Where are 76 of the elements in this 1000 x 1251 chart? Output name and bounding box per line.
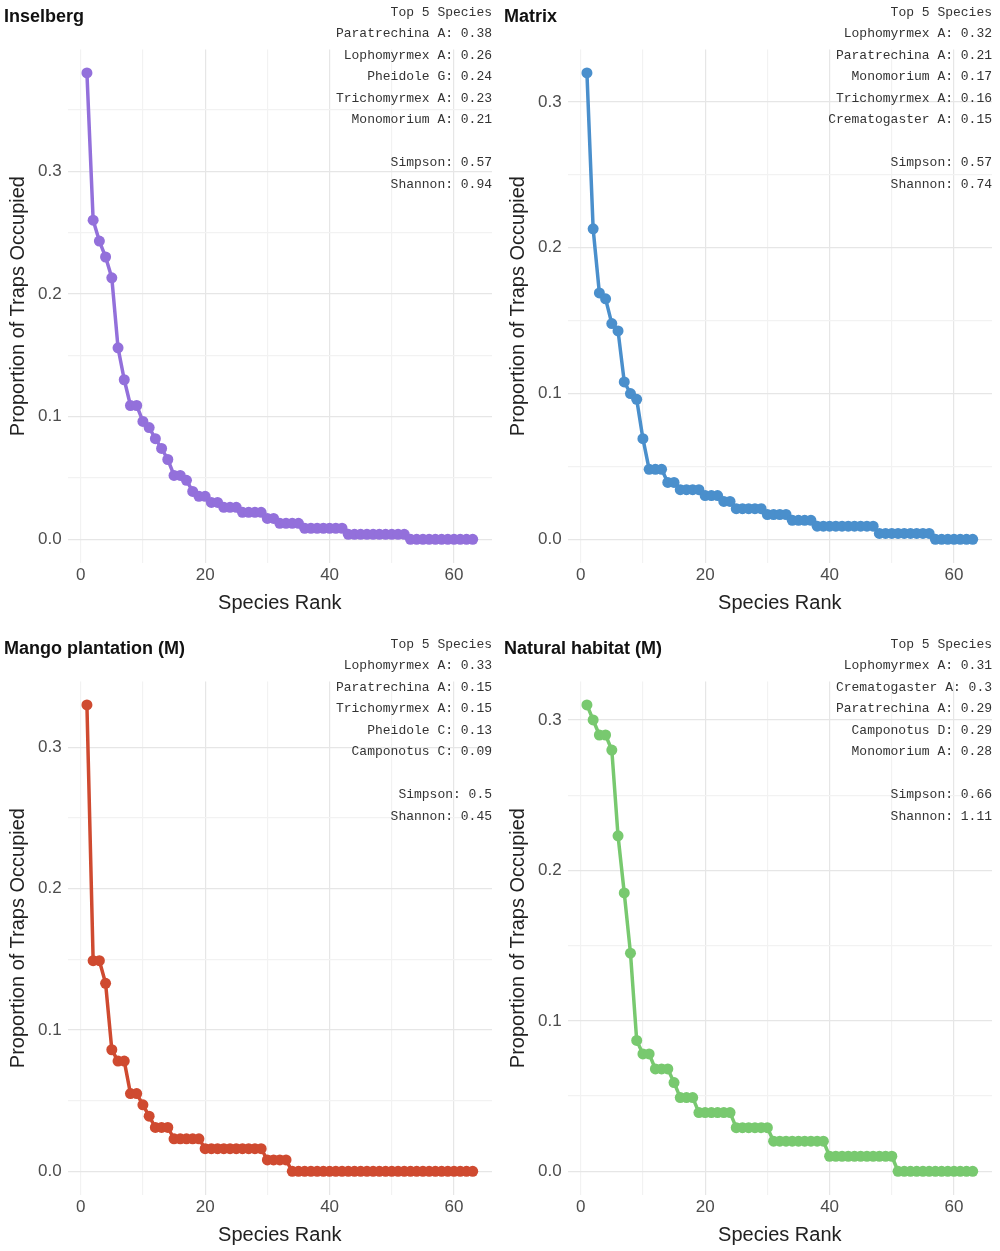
annotation: Pheidole C: 0.13 bbox=[367, 722, 492, 738]
x-tick-label: 40 bbox=[820, 1197, 840, 1217]
x-tick-label: 60 bbox=[444, 565, 464, 585]
annotation: Camponotus D: 0.29 bbox=[851, 722, 992, 738]
x-tick-label: 40 bbox=[320, 565, 340, 585]
y-tick-label: 0.1 bbox=[37, 406, 62, 426]
y-axis-title: Proportion of Traps Occupied bbox=[505, 808, 528, 1069]
annotation: Shannon: 0.94 bbox=[390, 176, 493, 192]
x-tick-label: 0 bbox=[575, 1197, 586, 1217]
annotation: Pheidole G: 0.24 bbox=[367, 69, 493, 85]
x-axis-title: Species Rank bbox=[218, 1222, 343, 1245]
y-tick-label: 0.2 bbox=[537, 237, 562, 257]
annotation: Monomorium A: 0.17 bbox=[851, 69, 992, 85]
annotation: Trichomyrmex A: 0.23 bbox=[335, 90, 492, 106]
y-tick-label: 0.2 bbox=[37, 283, 62, 303]
chart-title: Natural habitat (M) bbox=[504, 637, 663, 658]
annotation: Simpson: 0.66 bbox=[890, 787, 992, 803]
x-tick-label: 20 bbox=[195, 1197, 215, 1217]
annotation: Shannon: 0.74 bbox=[890, 176, 993, 192]
x-tick-label: 20 bbox=[695, 1197, 715, 1217]
y-axis-title: Proportion of Traps Occupied bbox=[5, 808, 28, 1069]
x-tick-label: 40 bbox=[320, 1197, 340, 1217]
y-tick-label: 0.1 bbox=[37, 1019, 62, 1039]
y-tick-label: 0.2 bbox=[537, 860, 562, 880]
y-tick-label: 0.3 bbox=[37, 737, 62, 756]
annotation: Shannon: 1.11 bbox=[890, 808, 993, 824]
y-tick-label: 0.1 bbox=[537, 383, 562, 403]
y-tick-label: 0.2 bbox=[37, 878, 62, 898]
text: Lophomyrmex A: 0.31 bbox=[843, 658, 993, 674]
y-tick-label: 0.0 bbox=[537, 528, 562, 548]
annotation: Camponotus C: 0.09 bbox=[351, 744, 492, 760]
text: Lophomyrmex A: 0.32 bbox=[843, 26, 992, 42]
chart-title: Mango plantation (M) bbox=[4, 637, 185, 658]
annotation: Trichomyrmex A: 0.16 bbox=[835, 90, 992, 106]
annotation: Simpson: 0.57 bbox=[390, 155, 492, 171]
y-tick-label: 0.3 bbox=[537, 91, 562, 111]
x-axis-title: Species Rank bbox=[718, 1222, 843, 1245]
y-tick-label: 0.3 bbox=[537, 709, 562, 729]
annotation: Simpson: 0.5 bbox=[398, 787, 492, 803]
chart-title: Matrix bbox=[504, 5, 558, 26]
x-tick-label: 20 bbox=[195, 565, 215, 585]
x-axis-title: Species Rank bbox=[218, 590, 343, 613]
annotation: Crematogaster A: 0.3 bbox=[835, 679, 992, 695]
x-tick-label: 20 bbox=[695, 565, 715, 585]
text: Top 5 Species bbox=[390, 4, 492, 20]
annotation: Paratrechina A: 0.21 bbox=[835, 47, 993, 63]
annotation: Simpson: 0.57 bbox=[890, 155, 992, 171]
annotation: Lophomyrmex A: 0.26 bbox=[343, 47, 492, 63]
y-axis-title: Proportion of Traps Occupied bbox=[505, 176, 528, 437]
annotation: Monomorium A: 0.28 bbox=[851, 744, 992, 760]
x-tick-label: 60 bbox=[444, 1197, 464, 1217]
text: Top 5 Species bbox=[890, 636, 992, 652]
y-tick-label: 0.3 bbox=[37, 160, 62, 180]
annotation: Shannon: 0.45 bbox=[390, 808, 492, 824]
annotation: Paratrechina A: 0.15 bbox=[335, 679, 492, 695]
annotation: Crematogaster A: 0.15 bbox=[828, 112, 992, 128]
text: Top 5 Species bbox=[890, 4, 992, 20]
annotation: Monomorium A: 0.21 bbox=[351, 112, 493, 128]
annotation: Trichomyrmex A: 0.15 bbox=[335, 701, 492, 717]
x-tick-label: 0 bbox=[75, 565, 86, 585]
x-tick-label: 60 bbox=[944, 1197, 964, 1217]
text: Lophomyrmex A: 0.33 bbox=[343, 658, 492, 674]
chart-title: Inselberg bbox=[4, 5, 85, 26]
y-tick-label: 0.0 bbox=[37, 528, 62, 548]
y-tick-label: 0.1 bbox=[537, 1010, 562, 1030]
x-tick-label: 60 bbox=[944, 565, 964, 585]
x-tick-label: 0 bbox=[575, 565, 586, 585]
text: Top 5 Species bbox=[390, 636, 492, 652]
y-tick-label: 0.0 bbox=[537, 1160, 562, 1180]
x-axis-title: Species Rank bbox=[718, 590, 843, 613]
y-axis-title: Proportion of Traps Occupied bbox=[5, 176, 28, 437]
text: Paratrechina A: 0.38 bbox=[335, 26, 492, 42]
annotation: Paratrechina A: 0.29 bbox=[835, 701, 992, 717]
x-tick-label: 0 bbox=[75, 1197, 86, 1217]
x-tick-label: 40 bbox=[820, 565, 840, 585]
y-tick-label: 0.0 bbox=[37, 1160, 62, 1180]
